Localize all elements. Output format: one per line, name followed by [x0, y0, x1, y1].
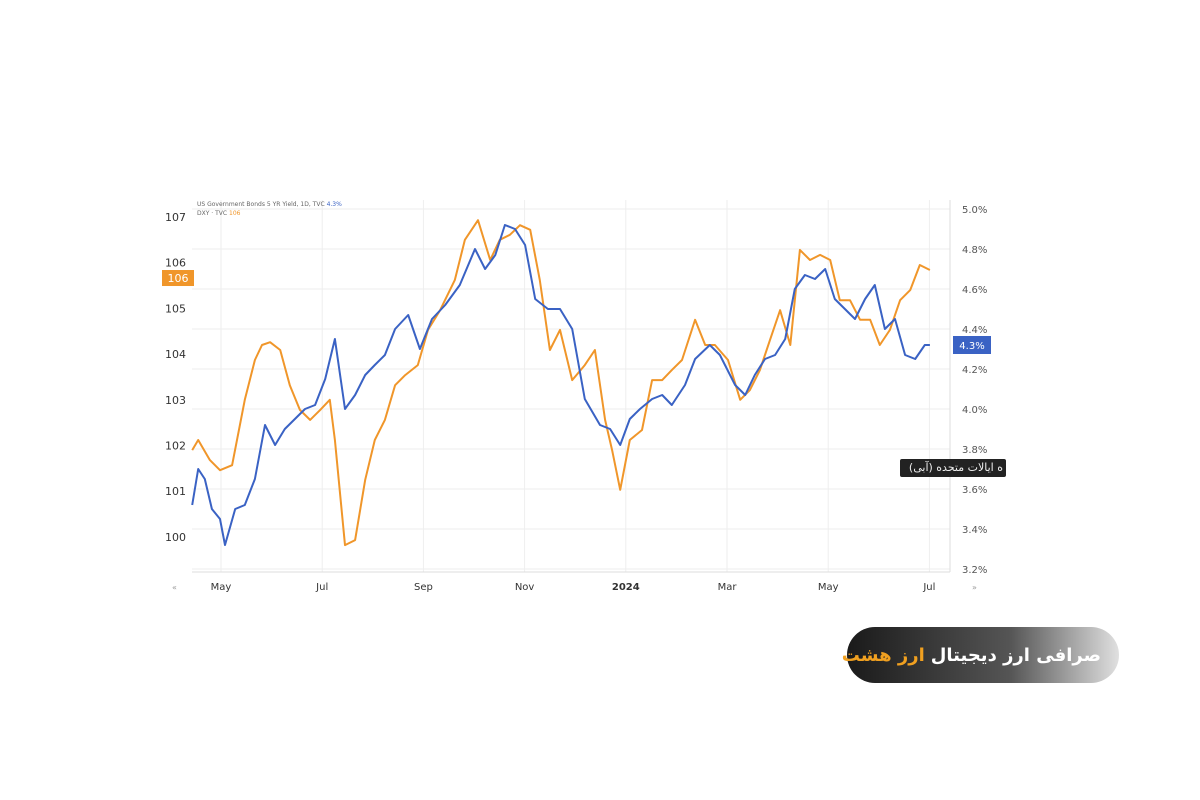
legend-item-yield: US Government Bonds 5 YR Yield, 1D, TVC …	[197, 201, 342, 208]
right-last-value-badge	[953, 336, 991, 354]
right-tick-label: 3.8%	[962, 445, 987, 456]
left-tick-label: 103	[165, 394, 186, 407]
tooltip: ه ایالات متحده (آبی)	[900, 459, 1006, 477]
left-tick-label: 104	[165, 348, 186, 361]
right-tick-label: 4.6%	[962, 285, 987, 296]
promo-banner[interactable]: صرافی ارز دیجیتال ارز هشت	[842, 627, 1119, 683]
right-tick-label: 3.6%	[962, 485, 987, 496]
scroll-right-icon[interactable]: »	[972, 583, 977, 592]
left-tick-label: 101	[165, 485, 186, 498]
x-tick-label: Sep	[414, 582, 433, 593]
right-tick-label: 3.4%	[962, 525, 987, 536]
right-tick-label: 5.0%	[962, 205, 987, 216]
right-last-value: 4.3%	[959, 341, 984, 352]
left-last-value: 106	[168, 272, 189, 285]
right-tick-label: 4.0%	[962, 405, 987, 416]
left-tick-label: 100	[165, 531, 186, 544]
x-tick-label: Mar	[718, 582, 738, 593]
x-tick-label: May	[211, 582, 232, 593]
left-tick-label: 106	[165, 257, 186, 270]
legend: US Government Bonds 5 YR Yield, 1D, TVC …	[197, 200, 342, 218]
series-line-yield	[191, 224, 930, 546]
x-tick-label: Jul	[922, 582, 935, 593]
right-tick-label: 3.2%	[962, 565, 987, 576]
series-lines	[191, 219, 931, 547]
banner-brand: ارز هشت	[841, 644, 925, 666]
left-tick-label: 107	[165, 211, 186, 224]
x-tick-label: Nov	[515, 582, 535, 593]
left-last-value-badge	[162, 270, 194, 287]
scroll-left-icon[interactable]: «	[172, 583, 177, 592]
last-value-labels: 106 4.3%	[162, 270, 991, 354]
left-axis: 100 101 102 103 104 105 106 107	[165, 211, 186, 544]
grid	[192, 200, 951, 573]
x-tick-label: May	[818, 582, 839, 593]
left-tick-label: 105	[165, 302, 186, 315]
right-tick-label: 4.2%	[962, 365, 987, 376]
x-axis: May Jul Sep Nov 2024 Mar May Jul	[211, 582, 936, 593]
banner-text: صرافی ارز دیجیتال	[930, 644, 1101, 666]
left-tick-label: 102	[165, 440, 186, 453]
series-line-dxy	[191, 219, 931, 547]
right-tick-label: 4.8%	[962, 245, 987, 256]
right-tick-label: 4.4%	[962, 325, 987, 336]
x-tick-label: 2024	[612, 582, 640, 593]
right-axis: 3.2% 3.4% 3.6% 3.8% 4.0% 4.2% 4.4% 4.6% 4.8% 5.0%	[962, 205, 987, 576]
x-tick-label: Jul	[315, 582, 328, 593]
legend-item-dxy: DXY · TVC 106	[197, 210, 241, 217]
